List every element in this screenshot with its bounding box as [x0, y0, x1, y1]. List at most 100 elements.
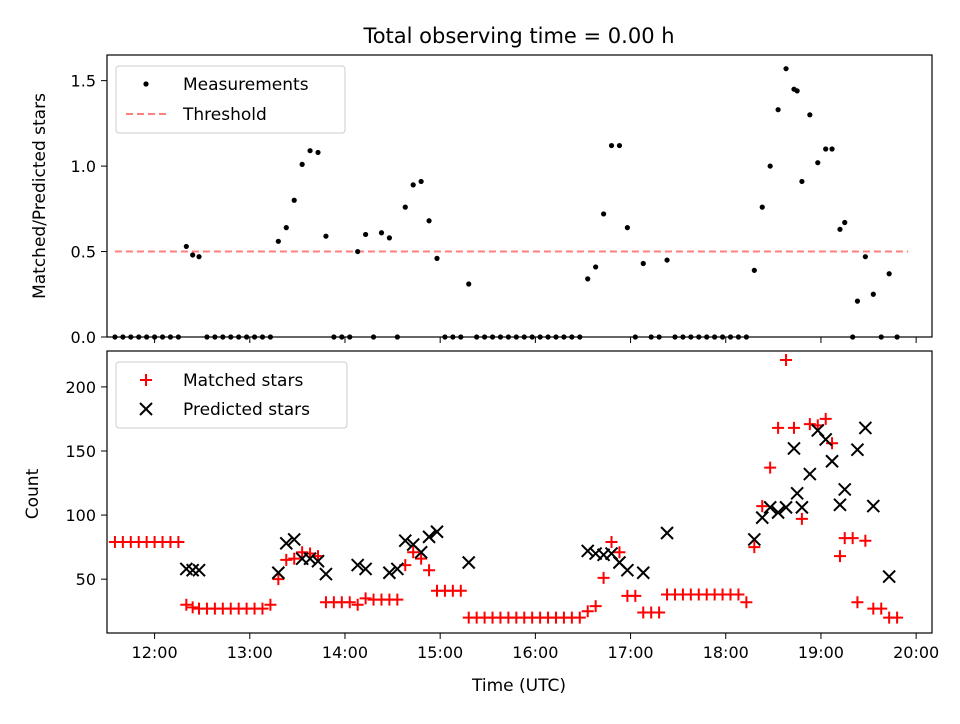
bottom-y-tick-label: 200: [65, 378, 96, 397]
measurement-point: [600, 211, 607, 217]
legend-predicted-label: Predicted stars: [183, 400, 310, 420]
predicted-star-point: [882, 569, 896, 584]
bottom-y-tick-label: 50: [76, 570, 96, 589]
matched-star-point: [573, 611, 586, 624]
matched-star-point: [272, 573, 285, 586]
predicted-star-point: [636, 566, 650, 580]
measurement-point: [854, 298, 861, 304]
measurement-point: [886, 271, 892, 277]
matched-star-point: [180, 598, 193, 611]
top-y-tick-label: 1.5: [71, 72, 96, 91]
bottom-legend: Matched stars Predicted stars: [115, 361, 348, 429]
matched-star-point: [772, 421, 785, 434]
bottom-x-tick-label: 12:00: [132, 643, 178, 662]
top-y-tick-label: 1.0: [71, 157, 96, 176]
predicted-star-point: [755, 510, 769, 525]
matched-star-point: [826, 437, 839, 450]
matched-star-point: [629, 589, 642, 602]
bottom-panel-frame: [106, 350, 933, 634]
bottom-x-tick-label: 15:00: [417, 643, 463, 662]
predicted-star-point: [790, 486, 804, 500]
matched-star-point: [795, 512, 808, 525]
predicted-star-point: [430, 525, 444, 539]
measurement-point: [783, 66, 789, 72]
legend-matched-label: Matched stars: [183, 371, 303, 391]
predicted-star-point: [803, 467, 817, 481]
measurement-point: [616, 142, 623, 149]
bottom-x-tick-label: 18:00: [703, 643, 749, 662]
matched-star-point: [296, 546, 309, 559]
measurement-point: [799, 178, 805, 185]
legend-threshold-label: Threshold: [182, 105, 267, 125]
measurement-point: [418, 178, 424, 185]
predicted-star-point: [858, 421, 873, 435]
measurement-point: [842, 219, 848, 226]
matched-star-point: [186, 601, 199, 614]
measurement-point: [593, 264, 599, 270]
predicted-star-point: [422, 530, 436, 544]
matched-star-point: [833, 550, 846, 563]
measurement-point: [775, 107, 781, 113]
matched-star-point: [787, 421, 800, 434]
top-panel-ticks: 0.0 0.5 1.0 1.5: [71, 72, 917, 347]
matched-star-point: [343, 596, 356, 609]
measurement-point: [585, 276, 591, 282]
top-y-tick-label: 0.5: [71, 243, 96, 262]
matched-star-point: [288, 552, 301, 565]
measurement-point: [759, 204, 765, 210]
measurement-point: [363, 231, 369, 238]
bottom-x-tick-label: 17:00: [608, 643, 654, 662]
measurement-point: [862, 254, 868, 260]
legend-measurements-label: Measurements: [183, 75, 309, 95]
matched-star-point: [454, 584, 467, 597]
predicted-star-point: [390, 562, 405, 576]
matched-star-point: [764, 461, 777, 474]
predicted-star-point: [192, 563, 206, 577]
measurement-point: [315, 149, 321, 156]
measurement-point: [823, 146, 829, 152]
predicted-star-point: [620, 563, 635, 577]
predicted-star-point: [660, 526, 674, 540]
matched-star-point: [891, 611, 904, 624]
matched-star-point: [256, 602, 269, 615]
bottom-panel: 12:00 13:00 14:00 15:00 16:00 17:00 18:00 19:00…: [23, 350, 939, 696]
matched-star-point: [653, 606, 666, 619]
matched-star-point: [351, 598, 364, 611]
matched-star-point: [756, 500, 769, 513]
bottom-panel-marks: [108, 353, 904, 624]
predicted-star-point: [185, 563, 200, 577]
bottom-y-tick-label: 150: [65, 442, 96, 461]
predicted-star-point: [462, 555, 476, 570]
top-y-axis-label: Matched/Predicted stars: [30, 93, 50, 299]
matched-star-point: [581, 605, 594, 618]
top-legend: Measurements Threshold: [115, 65, 346, 134]
predicted-star-point: [581, 544, 595, 558]
matched-star-point: [613, 546, 626, 559]
bottom-x-tick-label: 16:00: [512, 643, 558, 662]
chart-title: Total observing time = 0.00 h: [362, 24, 674, 48]
predicted-star-point: [311, 554, 325, 568]
matched-star-point: [819, 412, 832, 425]
bottom-x-tick-label: 20:00: [893, 643, 939, 662]
measurement-point: [426, 218, 432, 224]
predicted-star-point: [358, 562, 373, 576]
measurement-point: [815, 160, 821, 166]
bottom-panel-ticks: 12:00 13:00 14:00 15:00 16:00 17:00 18:00 19:00…: [65, 378, 939, 662]
predicted-star-point: [838, 482, 852, 497]
predicted-star-point: [866, 499, 881, 513]
bottom-x-tick-label: 13:00: [227, 643, 273, 662]
bottom-y-tick-label: 100: [65, 506, 96, 525]
predicted-star-point: [771, 505, 785, 520]
measurement-point: [183, 243, 189, 250]
predicted-star-point: [303, 551, 317, 566]
measurement-point: [434, 255, 440, 261]
legend-predicted-marker: [139, 402, 153, 416]
matched-star-point: [423, 564, 436, 577]
measurement-point: [378, 230, 385, 236]
measurement-point: [323, 233, 329, 239]
matched-star-point: [172, 535, 185, 548]
matched-star-point: [732, 588, 745, 601]
legend-matched-marker: [140, 374, 152, 386]
predicted-star-point: [779, 500, 793, 515]
